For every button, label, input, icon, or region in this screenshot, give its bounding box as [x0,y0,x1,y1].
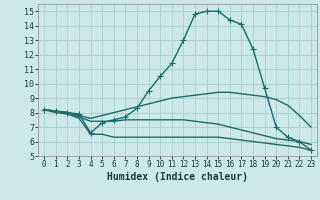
X-axis label: Humidex (Indice chaleur): Humidex (Indice chaleur) [107,172,248,182]
